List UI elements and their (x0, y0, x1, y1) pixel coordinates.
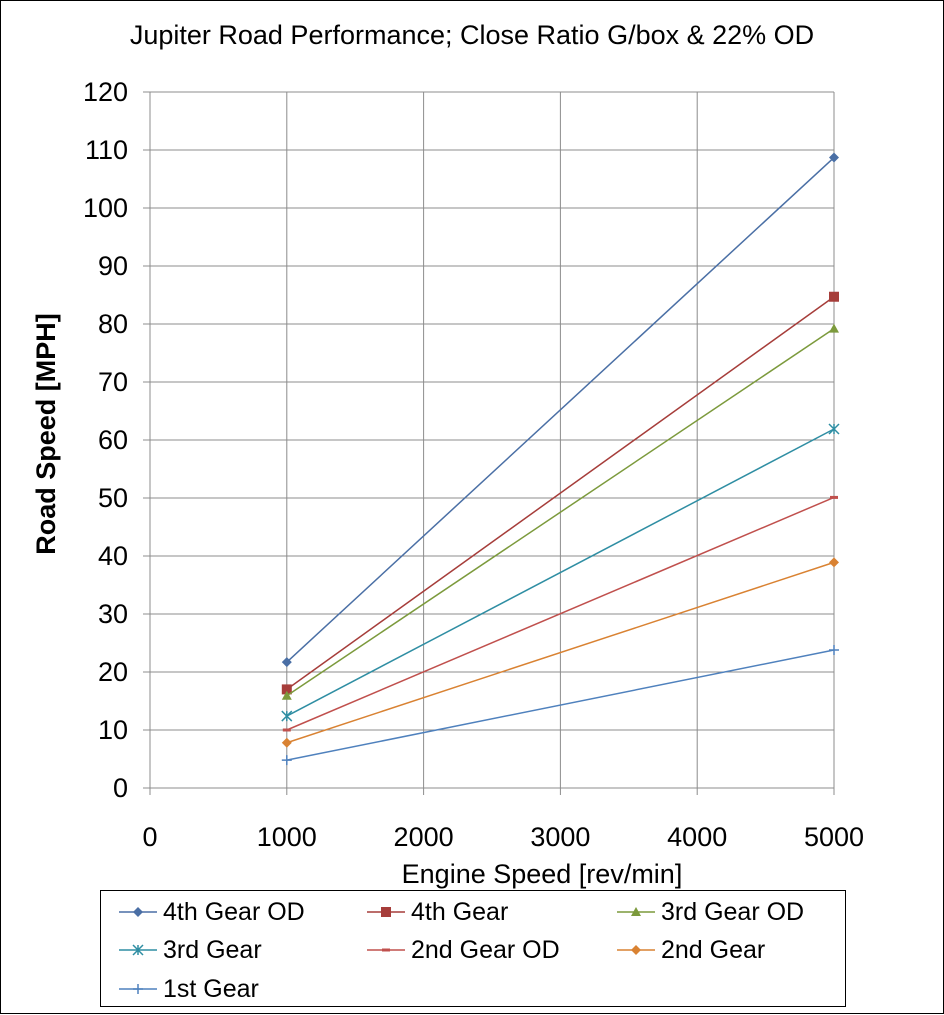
series-3rd-gear (281, 423, 840, 722)
series-line (286, 496, 835, 731)
series-line (286, 561, 835, 744)
legend-item-3rd-gear: 3rd Gear (113, 935, 262, 965)
y-tick-label: 110 (85, 135, 128, 165)
y-axis-label: Road Speed [MPH] (31, 313, 61, 555)
y-tick-label: 80 (98, 309, 128, 339)
diamond-marker (829, 557, 839, 568)
diamond-marker (829, 152, 839, 163)
star-marker (132, 944, 144, 956)
diamond-marker (133, 907, 143, 917)
legend-swatch (119, 984, 157, 994)
series-2nd-gear (281, 557, 839, 748)
y-tick-label: 40 (98, 541, 128, 571)
series-group (281, 152, 840, 766)
x-tick-label: 1000 (257, 822, 317, 852)
legend-swatch (617, 945, 655, 955)
legend-swatch (617, 907, 655, 916)
series-line (286, 649, 835, 761)
series-line (286, 156, 835, 663)
legend-item-2nd-gear-od: 2nd Gear OD (361, 935, 560, 965)
legend-label: 3rd Gear OD (661, 897, 805, 926)
legend-item-4th-gear-od: 4th Gear OD (113, 897, 305, 927)
x-tick-label: 3000 (530, 822, 590, 852)
x-tick-label: 4000 (667, 822, 727, 852)
y-tick-label: 30 (98, 599, 128, 629)
legend-item-4th-gear: 4th Gear (361, 897, 508, 927)
legend-label: 4th Gear OD (163, 897, 305, 926)
triangle-marker (281, 690, 292, 700)
diamond-marker (281, 737, 292, 748)
y-tick-label: 100 (83, 193, 128, 223)
square-marker (381, 907, 391, 917)
legend-label: 2nd Gear (661, 935, 766, 964)
y-tick-label: 120 (83, 77, 128, 107)
y-tick-label: 70 (98, 367, 128, 397)
legend-label: 1st Gear (163, 974, 259, 1003)
series-3rd-gear-od (281, 323, 839, 700)
series-2nd-gear-od (282, 495, 838, 732)
grid (150, 91, 835, 788)
x-tick-label: 2000 (394, 822, 454, 852)
plus-marker (281, 755, 292, 766)
y-tick-label: 10 (98, 715, 128, 745)
dash-marker (830, 495, 838, 499)
series-line (286, 328, 835, 697)
y-tick-label: 90 (98, 251, 128, 281)
dash-marker (382, 948, 390, 952)
legend-swatch (367, 948, 405, 952)
star-marker (828, 423, 840, 435)
legend-item-2nd-gear: 2nd Gear (611, 935, 765, 965)
axes: 0 10 20 30 40 50 60 70 80 90 100 110 120 0 1000 2000 300… (83, 77, 864, 852)
triangle-marker (829, 323, 839, 333)
triangle-marker (631, 907, 641, 916)
chart-title: Jupiter Road Performance; Close Ratio G/… (130, 20, 814, 50)
diamond-marker (281, 657, 292, 668)
plus-marker (829, 644, 839, 655)
series-4th-gear-od (281, 152, 839, 668)
x-axis-label: Engine Speed [rev/min] (402, 859, 683, 889)
legend-item-1st-gear: 1st Gear (113, 974, 259, 1004)
diamond-marker (631, 945, 641, 955)
x-tick-label: 5000 (804, 822, 864, 852)
legend-label: 3rd Gear (163, 935, 262, 964)
square-marker (829, 291, 839, 302)
x-tick-label: 0 (142, 822, 157, 852)
legend-swatch (119, 944, 157, 956)
series-line (286, 296, 835, 691)
dash-marker (282, 728, 291, 732)
y-tick-label: 0 (113, 773, 128, 803)
star-marker (281, 710, 293, 722)
plus-marker (133, 984, 143, 994)
y-tick-label: 20 (98, 657, 128, 687)
series-1st-gear (281, 644, 839, 766)
legend-item-3rd-gear-od: 3rd Gear OD (611, 897, 804, 927)
series-4th-gear (281, 291, 839, 695)
y-tick-label: 60 (98, 425, 128, 455)
legend-swatch (367, 907, 405, 917)
legend: 4th Gear OD 4th Gear 3rd Gear OD 3rd Gear 2n… (100, 890, 846, 1007)
series-line (286, 428, 835, 717)
square-marker (281, 684, 292, 695)
legend-label: 4th Gear (411, 897, 509, 926)
legend-label: 2nd Gear OD (411, 935, 560, 964)
y-tick-label: 50 (98, 483, 128, 513)
legend-swatch (119, 907, 157, 917)
